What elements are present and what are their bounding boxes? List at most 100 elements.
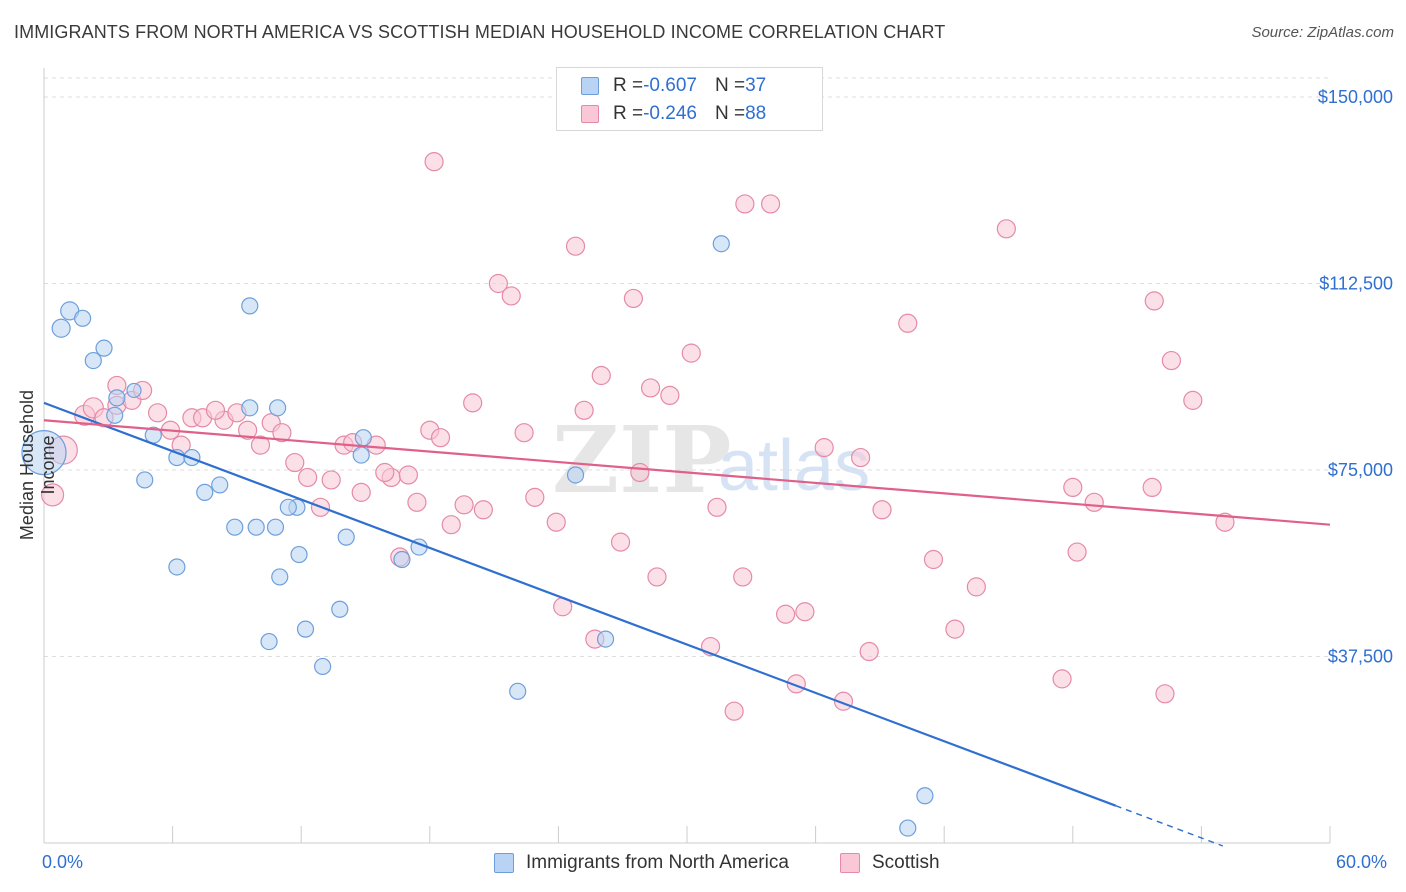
immigrants-point [196,483,214,501]
immigrants-trend-line [43,401,1117,807]
immigrants-point [566,466,585,484]
scottish-point [574,400,594,420]
immigrants-point [509,682,527,700]
y-tick-label: $75,000 [1328,460,1393,480]
legend-swatch-pink [581,105,599,123]
correlation-legend: R = -0.607 N = 37 R = -0.246 N = 88 [556,67,823,131]
legend-label-immigrants: Immigrants from North America [526,852,789,873]
scottish-point [966,577,986,597]
scottish-point [147,403,168,423]
scottish-point [681,343,701,363]
scottish-point [591,365,611,386]
scottish-point [898,313,918,333]
immigrants-point [211,476,229,494]
x-tick-min: 0.0% [42,852,84,872]
scottish-point [733,567,753,587]
scottish-point [407,492,427,512]
immigrants-points [21,235,934,837]
scottish-point [1052,669,1072,689]
series-legend: Immigrants from North America Scottish [0,852,1406,878]
scottish-point [795,602,815,622]
scottish-point [375,462,395,483]
legend-r-label: R = [613,75,644,96]
scottish-point [473,500,493,520]
legend-n-label: N = [714,75,746,96]
immigrants-point [337,528,355,546]
scottish-point [285,452,305,473]
scottish-point [1155,684,1175,704]
legend-row-immigrants: R = -0.607 N = 37 [581,74,766,98]
immigrants-point [596,630,615,648]
scottish-point [463,393,483,413]
immigrants-point [269,399,287,417]
y-tick-labels: $37,500 $75,000 $112,500 $150,000 [1318,87,1393,667]
immigrants-point [136,471,154,489]
scottish-point [660,385,680,405]
scottish-point [321,470,341,490]
immigrants-point [916,787,934,805]
scottish-point [851,447,871,468]
legend-r-value: -0.246 [643,103,697,124]
scottish-point [610,532,631,552]
scottish-point [565,236,586,256]
scottish-point [250,435,271,455]
scottish-point [859,641,879,662]
scottish-point [525,487,545,507]
legend-r-label: R = [613,103,644,124]
immigrants-point [296,620,315,638]
legend-swatch-blue [581,77,599,95]
scottish-point [424,152,444,172]
scottish-point [1161,350,1181,371]
immigrants-point [247,518,265,536]
scottish-point [272,423,292,443]
immigrants-point [106,406,124,424]
immigrants-point [899,819,917,837]
scottish-point [707,497,727,517]
scottish-point [488,273,508,294]
watermark-atlas: atlas [718,426,870,506]
legend-item-scottish[interactable]: Scottish [840,852,940,874]
scottish-point [630,462,650,483]
immigrants-point [84,351,102,370]
immigrants-point [73,309,92,327]
scottish-point [546,512,566,532]
y-axis-title: Median Household Income [17,389,58,541]
legend-item-immigrants[interactable]: Immigrants from North America [494,852,789,874]
scottish-trend-line [43,419,1331,526]
scottish-point [1215,512,1235,532]
scottish-point [298,467,318,488]
scottish-point [1183,390,1203,410]
scottish-point [514,423,534,443]
legend-n-label: N = [714,103,746,124]
immigrants-point [260,632,278,651]
immigrants-point [95,339,113,357]
scottish-point [945,619,965,639]
scottish-point [238,420,258,440]
immigrants-point [352,446,370,464]
watermark-zip: ZIP [552,406,731,514]
immigrants-point [51,318,71,338]
scottish-point [1067,542,1087,562]
immigrants-point [331,600,349,618]
y-tick-label: $37,500 [1328,647,1393,667]
scottish-point [647,567,667,587]
scottish-point [996,219,1016,239]
grid [44,77,1330,657]
immigrants-point [126,382,142,399]
scottish-point [205,400,226,420]
immigrants-point [314,657,332,676]
scottish-point [923,549,944,570]
legend-swatch-pink [840,853,860,873]
y-tick-label: $112,500 [1319,274,1393,294]
x-tick-max: 60.0% [1336,852,1388,872]
scottish-point [441,515,461,535]
source-label: Source: ZipAtlas.com [1251,24,1394,41]
scottish-point [351,482,371,502]
scottish-point [501,286,521,306]
immigrants-point [168,558,186,576]
scottish-point [814,438,834,458]
scottish-point [40,483,65,507]
scottish-point [454,495,474,515]
